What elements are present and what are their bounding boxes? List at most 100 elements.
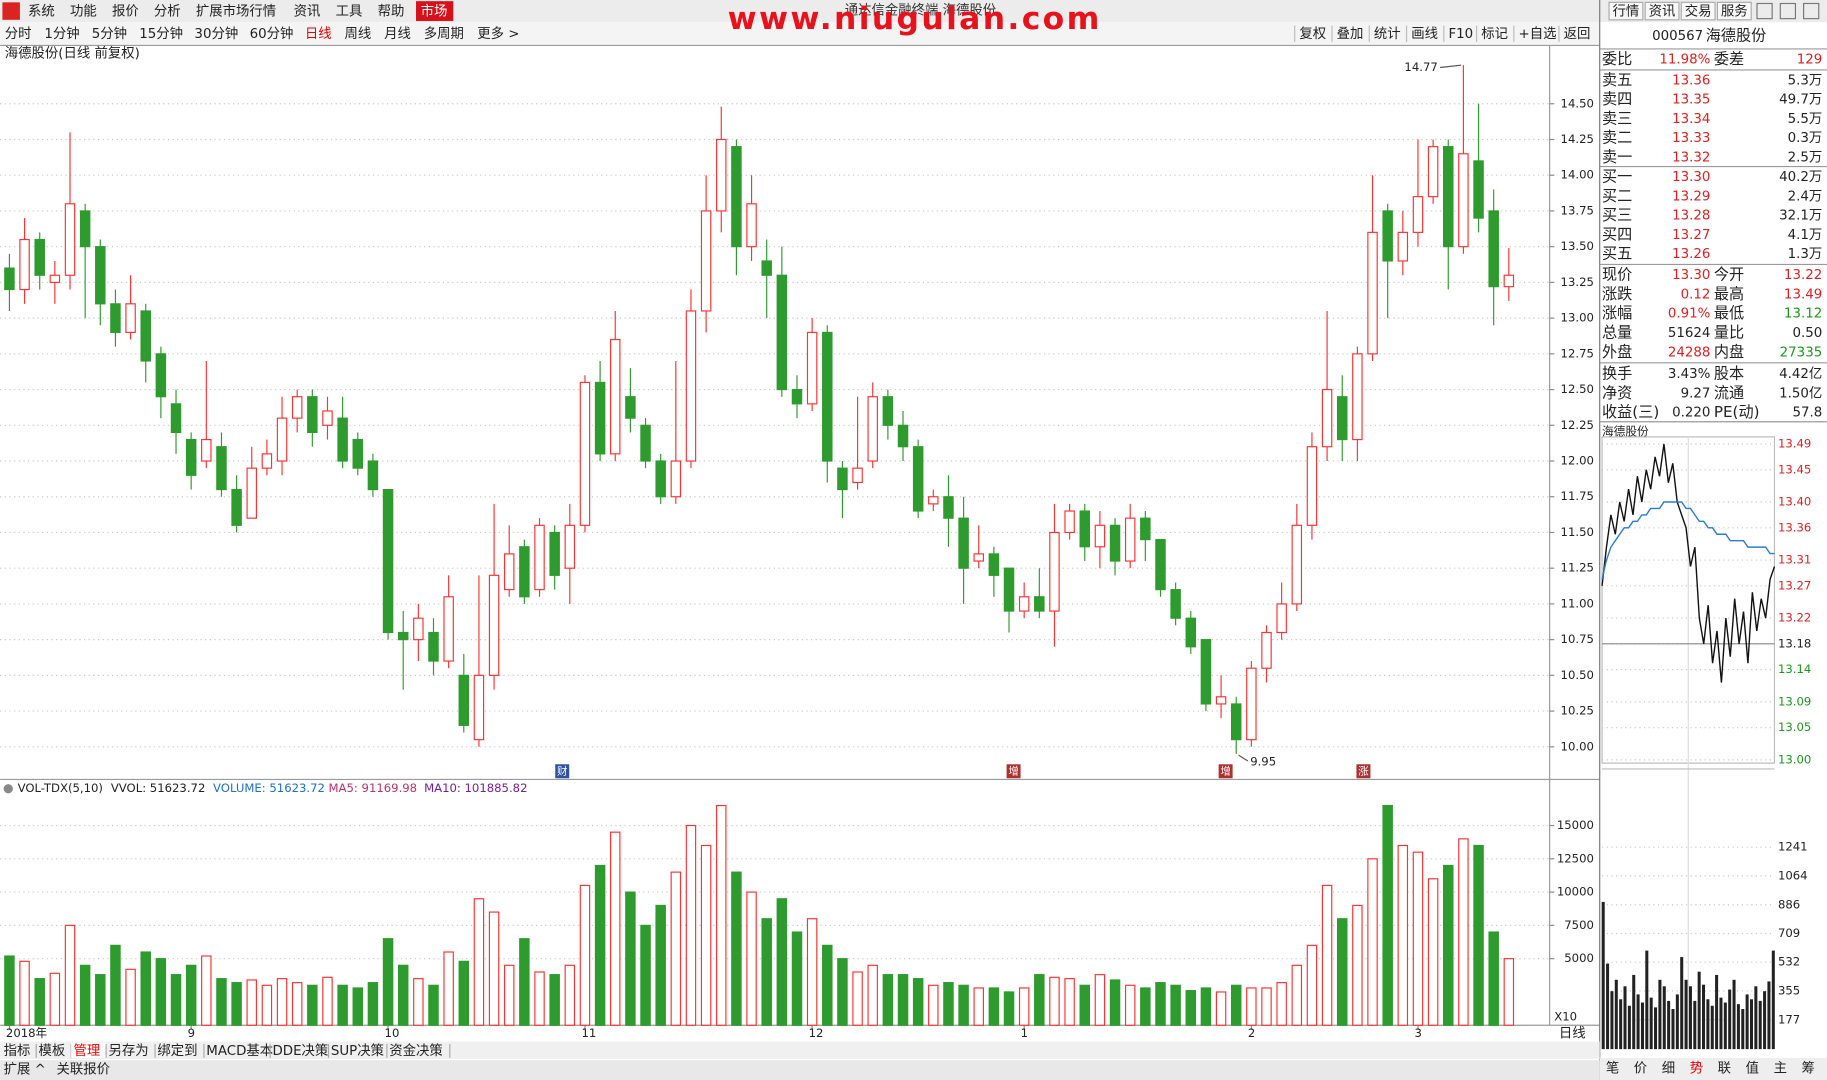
period-button[interactable]: 分时 bbox=[5, 26, 32, 42]
mini-tab[interactable]: 笔 bbox=[1606, 1060, 1619, 1076]
event-marker[interactable]: 涨 bbox=[1358, 765, 1369, 777]
bottom-tab[interactable]: MACD基本 bbox=[206, 1042, 273, 1059]
period-button[interactable]: 多周期 bbox=[424, 25, 464, 42]
bottom-tab[interactable]: 资金决策 bbox=[389, 1042, 443, 1059]
volume-bar bbox=[1412, 851, 1424, 1026]
tool-button[interactable]: 标记 bbox=[1481, 26, 1508, 42]
candle-body bbox=[503, 553, 515, 591]
mini-tab[interactable]: 筹 bbox=[1802, 1059, 1815, 1076]
tool-button[interactable]: F10 bbox=[1448, 27, 1473, 42]
period-button[interactable]: 60分钟 bbox=[250, 25, 294, 42]
volume-bar bbox=[973, 987, 984, 1026]
volume-header: VVOL: 51623.72 bbox=[111, 781, 206, 795]
top-button[interactable] bbox=[1716, 1, 1752, 21]
book-price: 13.32 bbox=[1672, 150, 1710, 165]
volume-bar bbox=[1397, 844, 1409, 1026]
period-button[interactable]: 日线 bbox=[305, 26, 332, 42]
menu-item[interactable]: 分析 bbox=[154, 4, 181, 20]
volume-bar bbox=[458, 960, 470, 1026]
market-button-label[interactable]: 市场 bbox=[421, 3, 448, 20]
bottom-tab[interactable]: 管理 bbox=[74, 1043, 101, 1059]
event-marker-box[interactable] bbox=[1006, 764, 1021, 779]
bottom-tab[interactable]: SUP决策 bbox=[331, 1042, 384, 1059]
menu-item[interactable]: 帮助 bbox=[378, 4, 405, 20]
mini-tab[interactable]: 势 bbox=[1690, 1060, 1703, 1076]
event-marker-box[interactable] bbox=[1218, 764, 1233, 779]
status-item[interactable]: 扩展 ^ bbox=[4, 1062, 46, 1078]
volume-bar bbox=[140, 951, 151, 1026]
volume-bar bbox=[670, 871, 682, 1026]
period-button[interactable]: 更多 > bbox=[477, 25, 519, 42]
menu-item[interactable]: 工具 bbox=[336, 5, 363, 20]
top-button[interactable] bbox=[1680, 1, 1716, 21]
top-button-label[interactable]: 行情 bbox=[1613, 4, 1640, 20]
menu-item[interactable]: 功能 bbox=[70, 4, 97, 20]
volume-bar bbox=[1503, 958, 1515, 1026]
tool-button[interactable]: 统计 bbox=[1374, 26, 1401, 42]
volume-bar bbox=[837, 958, 848, 1026]
tool-button[interactable]: 叠加 bbox=[1337, 26, 1364, 42]
max-arrow bbox=[1440, 64, 1462, 69]
event-marker[interactable]: 增 bbox=[1220, 764, 1230, 777]
menu-item[interactable]: 报价 bbox=[112, 4, 139, 20]
tool-button[interactable]: +自选 bbox=[1519, 26, 1557, 42]
period-button[interactable]: 月线 bbox=[384, 26, 411, 42]
candle-body bbox=[488, 574, 500, 676]
close-button[interactable] bbox=[1803, 2, 1820, 20]
menu-item[interactable]: 扩展市场行情 bbox=[196, 3, 276, 20]
book-price: 13.35 bbox=[1672, 93, 1710, 108]
top-button-label[interactable]: 交易 bbox=[1685, 3, 1712, 20]
period-button[interactable]: 周线 bbox=[344, 26, 371, 42]
event-marker-box[interactable] bbox=[1356, 764, 1371, 779]
volume-bar bbox=[776, 898, 788, 1026]
volume-bar bbox=[1771, 950, 1775, 1050]
menu-item[interactable]: 系统 bbox=[28, 4, 55, 20]
period-button[interactable]: 15分钟 bbox=[139, 25, 183, 42]
mini-tab[interactable]: 值 bbox=[1746, 1060, 1759, 1076]
market-button[interactable] bbox=[416, 1, 454, 21]
bottom-tab[interactable]: 另存为 bbox=[108, 1043, 148, 1059]
minimize-button[interactable] bbox=[1756, 2, 1773, 20]
volume-bar bbox=[1706, 999, 1710, 1050]
stock-code: 000567 bbox=[1652, 29, 1703, 44]
candle-body bbox=[519, 546, 530, 598]
book-price: 13.33 bbox=[1672, 131, 1710, 146]
mini-tab[interactable]: 细 bbox=[1662, 1060, 1675, 1076]
tool-button[interactable]: 复权 bbox=[1299, 25, 1326, 42]
event-marker-box[interactable] bbox=[555, 764, 570, 779]
period-button[interactable]: 5分钟 bbox=[92, 25, 127, 42]
event-marker[interactable]: 财 bbox=[557, 764, 567, 777]
volume-bar bbox=[1632, 974, 1636, 1050]
bottom-tab[interactable]: 指标 bbox=[4, 1043, 31, 1059]
event-marker[interactable]: 增 bbox=[1008, 764, 1018, 777]
bottom-tab[interactable]: 绑定到 bbox=[157, 1043, 197, 1059]
status-item[interactable]: 关联报价 bbox=[56, 1062, 110, 1078]
stat-label: 总量 bbox=[1602, 323, 1632, 341]
volume-bar bbox=[1124, 984, 1136, 1026]
volume-bar bbox=[1200, 987, 1212, 1026]
period-button[interactable]: 1分钟 bbox=[44, 25, 79, 42]
mini-tab[interactable]: 主 bbox=[1774, 1060, 1787, 1076]
top-button-label[interactable]: 服务 bbox=[1721, 4, 1748, 20]
mini-tab[interactable]: 价 bbox=[1634, 1061, 1647, 1076]
volume-bar bbox=[1640, 1002, 1644, 1050]
period-button[interactable]: 30分钟 bbox=[194, 25, 238, 42]
top-button[interactable] bbox=[1644, 1, 1680, 21]
restore-button[interactable] bbox=[1779, 2, 1797, 20]
stat-label: 今开 bbox=[1714, 265, 1744, 283]
mini-y-tick-label: 13.31 bbox=[1778, 553, 1811, 567]
tool-button[interactable]: 返回 bbox=[1564, 26, 1591, 42]
volume-bar bbox=[897, 974, 909, 1026]
candle-body bbox=[746, 203, 757, 248]
collapse-icon[interactable] bbox=[3, 784, 13, 794]
menu-item[interactable]: 资讯 bbox=[294, 4, 321, 20]
top-button-label[interactable]: 资讯 bbox=[1649, 4, 1676, 20]
top-button[interactable] bbox=[1608, 1, 1644, 21]
mini-tab[interactable]: 联 bbox=[1718, 1060, 1731, 1076]
bottom-tab[interactable]: 模板 bbox=[39, 1043, 66, 1059]
tool-button[interactable]: 画线 bbox=[1411, 26, 1438, 42]
candle-body bbox=[882, 396, 894, 426]
bottom-tab[interactable]: DDE决策 bbox=[272, 1042, 328, 1059]
candle-body bbox=[700, 210, 712, 312]
volume-bar bbox=[276, 978, 288, 1026]
